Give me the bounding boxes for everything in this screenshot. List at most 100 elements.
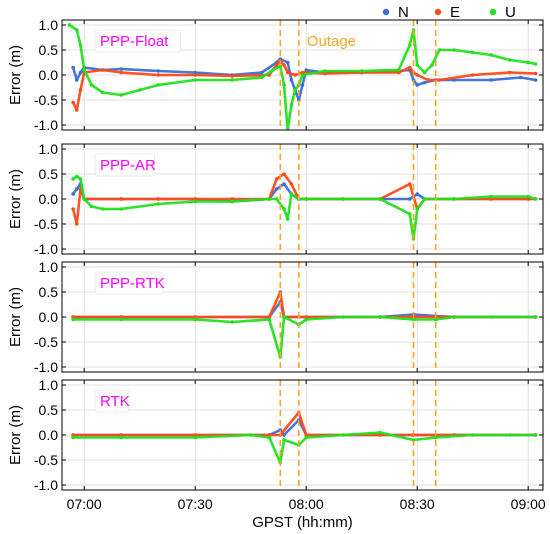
point-u [267, 435, 272, 440]
point-u [430, 63, 434, 67]
point-e [78, 88, 83, 92]
point-e [408, 182, 412, 186]
point-n [282, 433, 286, 437]
point-u [433, 435, 438, 440]
point-u [489, 315, 494, 319]
y-axis-title: Error (m) [7, 287, 24, 347]
point-u [137, 88, 142, 92]
point-e [100, 68, 105, 72]
point-u [71, 435, 75, 440]
point-u [470, 433, 475, 437]
point-u [282, 315, 286, 319]
point-u [289, 192, 294, 196]
point-n [71, 192, 75, 196]
point-u [378, 430, 383, 435]
panel-label-box [94, 389, 130, 413]
point-u [415, 207, 420, 211]
point-e [193, 73, 197, 77]
y-tick-label: -1.0 [34, 117, 58, 133]
point-u [359, 69, 364, 73]
point-n [304, 68, 309, 72]
point-u [82, 68, 86, 72]
y-tick-label: 0.0 [39, 427, 59, 443]
point-u [533, 315, 538, 319]
point-u [100, 207, 105, 211]
point-n [408, 197, 412, 201]
point-e [193, 433, 197, 437]
series-group [71, 290, 538, 359]
series-u-line [71, 175, 537, 241]
point-u [285, 217, 290, 221]
point-u [415, 63, 420, 67]
point-e [230, 197, 234, 201]
point-u [78, 177, 83, 181]
legend-marker-u [489, 8, 497, 16]
point-e [507, 70, 512, 75]
series-n-line [71, 57, 537, 102]
x-axis-title: GPST (hh:mm) [252, 514, 353, 531]
y-axis-title: Error (m) [7, 45, 24, 105]
point-u [271, 68, 275, 72]
point-u [119, 435, 123, 440]
point-u [100, 90, 105, 95]
point-e [75, 222, 79, 226]
point-u [67, 23, 72, 27]
point-e [285, 70, 290, 75]
point-u [119, 93, 123, 97]
legend-label-e: E [450, 4, 460, 21]
point-e [71, 433, 75, 437]
y-tick-label: 0.0 [39, 309, 59, 325]
legend-label-u: U [505, 4, 516, 21]
series-u-line [71, 315, 537, 359]
point-u [378, 315, 383, 319]
point-u [489, 53, 494, 57]
point-n [78, 70, 83, 75]
panel-label-text: RTK [100, 393, 130, 410]
y-tick-label: -0.5 [34, 334, 58, 350]
y-tick-label: 1.0 [39, 17, 59, 33]
point-e [289, 182, 294, 186]
point-u [71, 317, 75, 322]
point-e [300, 70, 305, 75]
point-u [193, 78, 197, 82]
panel-label-text: PPP-RTK [100, 275, 165, 292]
point-n [415, 192, 420, 196]
point-n [289, 78, 294, 82]
point-e [119, 70, 123, 75]
point-e [426, 78, 431, 82]
point-u [378, 197, 383, 201]
point-u [78, 43, 83, 47]
point-u [260, 75, 264, 80]
point-u [341, 197, 346, 201]
point-n [119, 67, 123, 71]
panel-ppp-float: 1.0 0.5 0.0 -0.5 -1.0 Error (m) PPP-Float Outag… [7, 17, 544, 133]
series-e-line [71, 59, 537, 112]
point-u [526, 194, 530, 199]
point-n [285, 60, 290, 65]
panel-label-box [94, 29, 181, 53]
outage-label: Outage [307, 33, 356, 50]
point-u [75, 28, 79, 32]
y-tick-label: -1.0 [34, 477, 58, 493]
y-tick-label: -1.0 [34, 241, 58, 257]
point-u [322, 69, 327, 73]
point-u [422, 197, 427, 201]
point-e [71, 100, 75, 105]
y-tick-label: 0.5 [39, 284, 59, 300]
panel-label: PPP-Float [94, 29, 181, 53]
point-e [282, 172, 286, 176]
point-n [71, 65, 75, 70]
point-u [119, 207, 123, 211]
point-n [519, 75, 523, 80]
point-e [274, 177, 279, 181]
point-n [300, 83, 305, 87]
point-u [452, 315, 457, 319]
point-u [193, 317, 197, 322]
panel-label-box [94, 153, 155, 177]
point-u [75, 174, 79, 179]
point-u [452, 197, 457, 201]
point-u [289, 103, 294, 107]
point-u [248, 433, 253, 437]
point-u [341, 315, 346, 319]
point-n [282, 182, 286, 186]
